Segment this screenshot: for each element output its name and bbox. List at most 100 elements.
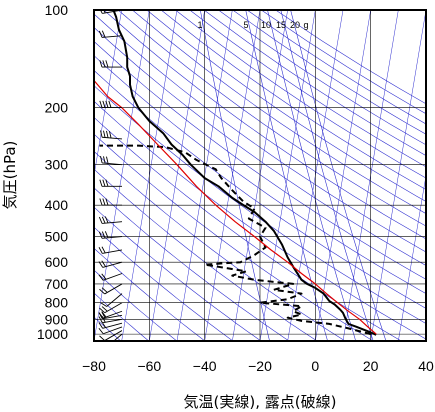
wind-barb: [100, 130, 123, 140]
dry-adiabat: [218, 10, 426, 146]
y-tick-label: 900: [45, 311, 69, 327]
x-tick-label: 20: [363, 358, 379, 374]
wind-barb-staff: [102, 261, 123, 268]
wind-barb-flag: [104, 231, 109, 238]
wind-barb-flag: [102, 100, 106, 108]
wind-barb-flag: [100, 130, 103, 138]
dry-adiabat: [94, 116, 402, 341]
x-tick-label: −60: [137, 358, 161, 374]
isotherm-line: [94, 10, 150, 341]
plot-frame: [93, 9, 427, 342]
isotherm-line: [315, 10, 371, 341]
wind-barb-staff: [104, 302, 123, 314]
mixing-ratio-label: 15: [276, 20, 286, 30]
wind-barb-flag: [98, 312, 104, 319]
wind-barb-flag: [101, 311, 107, 318]
wind-barb: [98, 30, 123, 38]
dry-adiabat: [94, 55, 426, 294]
wind-barb-flag: [101, 287, 108, 293]
dry-adiabat: [132, 10, 426, 214]
dry-adiabat: [117, 10, 426, 227]
wind-barb: [99, 330, 123, 341]
dry-adiabat: [175, 10, 426, 179]
wind-barb-flag: [105, 179, 109, 187]
wind-barb-flag: [109, 131, 112, 139]
wind-barb-flag: [98, 327, 104, 335]
wind-barb-staff: [102, 136, 123, 140]
isotherm-line: [94, 10, 122, 178]
wind-barb-flag: [98, 30, 103, 38]
wind-barb: [98, 216, 123, 224]
wind-barb: [100, 155, 123, 166]
mixing-ratio-label: 20: [290, 20, 300, 30]
wind-barb-flag: [106, 156, 109, 164]
wind-barb-flag: [105, 60, 109, 68]
mixing-ratio-labels: 1 5 10 15 20 g: [197, 20, 308, 30]
wind-barb: [99, 60, 122, 68]
wind-barb-flag: [98, 322, 104, 329]
x-tick-label: −20: [248, 358, 272, 374]
wind-barb-flag: [101, 231, 106, 239]
x-tick-label: 0: [311, 358, 319, 374]
isotherm-line: [149, 10, 205, 341]
wind-barb-flag: [101, 30, 106, 38]
dry-adiabat: [94, 206, 262, 341]
wind-barb-flag: [98, 247, 103, 254]
y-tick-label: 300: [45, 157, 69, 173]
wind-barb: [100, 293, 123, 307]
dry-adiabat: [94, 100, 426, 340]
wind-barb-staff: [104, 283, 123, 295]
wind-barb-staff: [102, 236, 123, 239]
wind-barb-flag: [99, 307, 105, 314]
wind-barb: [99, 283, 123, 295]
wind-barb-staff: [102, 221, 123, 224]
wind-barb-flag: [104, 216, 109, 224]
x-tick-label: −80: [82, 358, 106, 374]
dry-adiabat: [94, 41, 426, 280]
wind-barb-flag: [100, 155, 103, 164]
dry-adiabat: [94, 269, 177, 341]
wind-barb-flag: [103, 130, 106, 138]
x-tick-label: −40: [193, 358, 217, 374]
wind-barb-flag: [105, 100, 109, 108]
dry-adiabat: [261, 10, 426, 115]
dry-adiabat: [94, 168, 318, 341]
dry-adiabat: [94, 150, 346, 341]
wind-barb-flag: [102, 179, 106, 187]
dry-adiabat: [94, 292, 149, 341]
isotherm-line: [425, 339, 426, 341]
isotherm-line: [259, 10, 316, 341]
y-tick-label: 400: [45, 197, 69, 213]
wind-barb-flag: [101, 306, 108, 312]
mixing-ratio-line: [245, 10, 328, 341]
dry-adiabat: [94, 27, 426, 266]
wind-barb: [98, 310, 123, 319]
wind-barb-flag: [103, 10, 106, 14]
wind-barb: [99, 302, 123, 314]
profiles: [94, 10, 377, 336]
mixing-ratio-line: [267, 10, 356, 341]
dry-adiabat: [94, 85, 426, 324]
wind-barb-staff: [102, 318, 123, 324]
wind-barb: [98, 326, 123, 335]
dry-adiabat: [94, 247, 206, 341]
wind-barb: [99, 198, 122, 206]
wind-barb-flag: [98, 316, 103, 323]
wind-barb: [98, 246, 123, 254]
wind-barb-staff: [102, 314, 123, 320]
wind-barb: [98, 273, 123, 281]
wind-barb: [99, 100, 122, 109]
dry-adiabat: [94, 187, 290, 341]
y-axis-label: 気圧(hPa): [1, 141, 19, 210]
wind-barb-flag: [98, 261, 104, 268]
grid-lines: [93, 9, 427, 341]
isotherm-line: [370, 10, 426, 341]
wind-barb-flag: [108, 100, 112, 108]
y-tick-label: 600: [45, 254, 69, 270]
wind-barb-flag: [101, 273, 107, 280]
wind-barb-flag: [99, 288, 105, 295]
wind-barb-flag: [101, 343, 107, 347]
wind-barb-flag: [101, 216, 106, 224]
dry-adiabat: [103, 10, 426, 240]
